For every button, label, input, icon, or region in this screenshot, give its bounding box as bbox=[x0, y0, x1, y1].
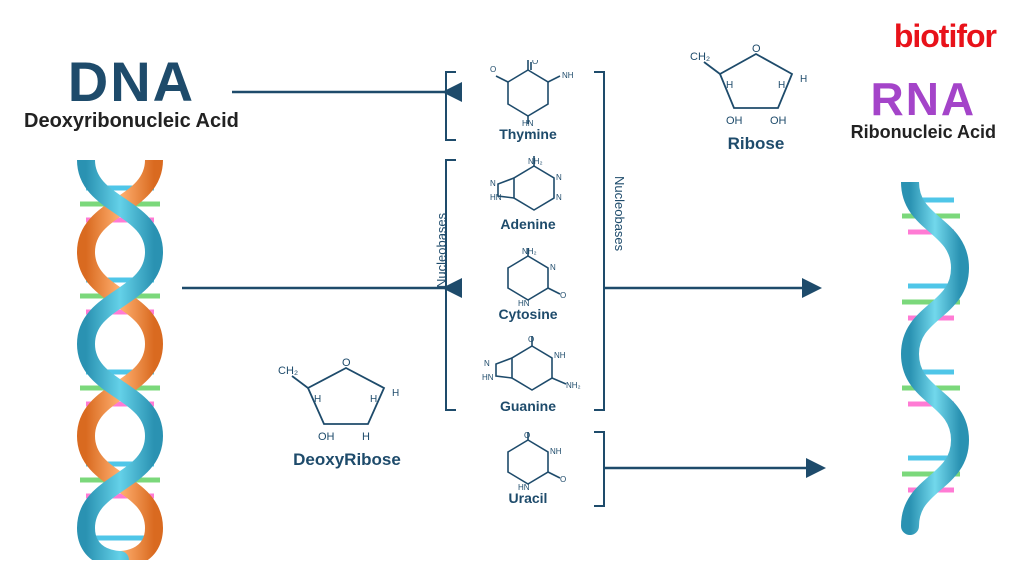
svg-text:HN: HN bbox=[490, 193, 502, 202]
nucleobases-left-label: Nucleobases bbox=[434, 176, 449, 288]
svg-text:H: H bbox=[370, 394, 377, 405]
svg-text:H: H bbox=[392, 388, 399, 399]
svg-text:N: N bbox=[556, 173, 562, 182]
guanine-label: Guanine bbox=[474, 398, 582, 414]
svg-text:NH₂: NH₂ bbox=[522, 248, 537, 256]
deoxyribose-structure: O CH₂ H H H OH H DeoxyRibose bbox=[272, 354, 422, 470]
svg-text:HN: HN bbox=[518, 299, 530, 306]
svg-text:NH: NH bbox=[550, 447, 562, 456]
svg-text:NH₂: NH₂ bbox=[566, 381, 581, 390]
svg-text:OH: OH bbox=[770, 115, 787, 127]
ribose-label: Ribose bbox=[686, 134, 826, 154]
svg-text:O: O bbox=[560, 475, 566, 484]
svg-text:OH: OH bbox=[318, 431, 335, 443]
svg-text:H: H bbox=[314, 394, 321, 405]
svg-text:H: H bbox=[362, 431, 370, 443]
deoxyribose-label: DeoxyRibose bbox=[272, 450, 422, 470]
svg-text:CH₂: CH₂ bbox=[278, 365, 298, 377]
svg-text:OH: OH bbox=[726, 115, 743, 127]
uracil-label: Uracil bbox=[486, 490, 570, 506]
svg-text:O: O bbox=[528, 336, 534, 344]
svg-text:O: O bbox=[490, 65, 496, 74]
svg-text:O: O bbox=[532, 60, 538, 66]
adenine-label: Adenine bbox=[476, 216, 580, 232]
svg-text:HN: HN bbox=[522, 119, 534, 126]
svg-text:O: O bbox=[524, 432, 530, 440]
svg-text:NH: NH bbox=[554, 351, 566, 360]
svg-text:N: N bbox=[484, 359, 490, 368]
svg-text:HN: HN bbox=[518, 483, 530, 490]
svg-text:NH: NH bbox=[562, 71, 574, 80]
thymine-structure: O NH HN O Thymine bbox=[480, 60, 576, 142]
cytosine-label: Cytosine bbox=[484, 306, 572, 322]
cytosine-structure: NH₂ N O HN Cytosine bbox=[484, 248, 572, 322]
svg-text:N: N bbox=[490, 179, 496, 188]
svg-text:H: H bbox=[726, 80, 733, 91]
svg-text:NH₂: NH₂ bbox=[528, 157, 543, 166]
adenine-structure: NH₂ N HN N N Adenine bbox=[476, 156, 580, 232]
svg-text:O: O bbox=[560, 291, 566, 300]
nucleobases-right-label: Nucleobases bbox=[612, 176, 627, 288]
svg-text:CH₂: CH₂ bbox=[690, 51, 710, 63]
svg-text:HN: HN bbox=[482, 373, 494, 382]
svg-text:O: O bbox=[752, 43, 761, 55]
ribose-structure: O CH₂ H H H OH OH Ribose bbox=[686, 42, 826, 154]
uracil-structure: O NH O HN Uracil bbox=[486, 432, 570, 506]
svg-text:H: H bbox=[778, 80, 785, 91]
svg-text:N: N bbox=[556, 193, 562, 202]
guanine-structure: O NH₂ N HN NH Guanine bbox=[474, 336, 582, 414]
svg-text:N: N bbox=[550, 263, 556, 272]
thymine-label: Thymine bbox=[480, 126, 576, 142]
svg-text:H: H bbox=[800, 74, 807, 85]
svg-text:O: O bbox=[342, 357, 351, 369]
